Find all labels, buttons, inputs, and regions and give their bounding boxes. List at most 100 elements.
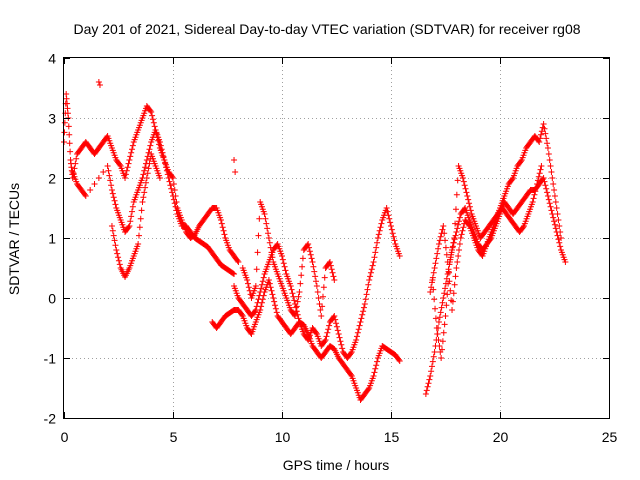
data-points	[61, 79, 569, 403]
data-point	[272, 305, 279, 312]
x-tick-label: 5	[170, 429, 178, 445]
data-point	[338, 341, 345, 348]
data-point	[292, 308, 299, 315]
chart-title: Day 201 of 2021, Sidereal Day-to-day VTE…	[73, 21, 580, 37]
data-point	[562, 259, 569, 265]
data-point	[373, 244, 380, 251]
data-point	[238, 311, 245, 318]
data-point	[358, 315, 365, 322]
data-point	[111, 237, 118, 244]
data-point	[273, 309, 280, 316]
data-point	[386, 215, 393, 222]
data-point	[456, 241, 463, 247]
data-point	[347, 371, 354, 378]
data-point	[396, 358, 403, 364]
data-point	[143, 157, 150, 163]
data-point	[551, 221, 558, 228]
data-point	[235, 259, 242, 265]
data-point	[540, 175, 547, 181]
data-point	[258, 281, 265, 288]
data-point	[332, 316, 339, 323]
data-point	[72, 160, 79, 167]
data-point	[554, 211, 561, 217]
data-point	[395, 356, 402, 363]
data-point	[173, 207, 180, 214]
data-point	[445, 269, 452, 276]
data-point	[547, 163, 554, 169]
data-point	[317, 307, 324, 313]
data-point	[318, 313, 325, 319]
data-point-isolated	[231, 157, 238, 163]
data-point	[557, 229, 564, 235]
data-point	[454, 177, 461, 184]
data-point	[387, 219, 394, 226]
data-point	[396, 253, 403, 259]
data-point	[125, 160, 132, 167]
data-point	[449, 244, 456, 251]
y-tick-label: 3	[48, 111, 56, 127]
data-point	[356, 322, 363, 329]
data-point	[545, 151, 552, 157]
data-point	[465, 221, 472, 228]
data-point	[375, 231, 382, 238]
y-tick-label: 1	[48, 231, 56, 247]
data-point	[447, 287, 454, 294]
data-point	[437, 233, 444, 240]
data-point	[446, 259, 453, 265]
data-point	[128, 149, 135, 156]
data-point	[372, 249, 379, 256]
data-point	[267, 244, 274, 251]
data-point	[331, 277, 338, 283]
data-point	[536, 139, 543, 145]
data-point	[454, 259, 461, 265]
data-point	[135, 241, 142, 247]
data-point	[110, 194, 117, 201]
data-point	[537, 131, 544, 138]
data-point	[309, 259, 316, 265]
data-point	[325, 326, 332, 333]
data-point	[136, 224, 143, 231]
data-point	[545, 196, 552, 203]
data-point	[257, 289, 264, 295]
data-point	[255, 296, 262, 303]
data-point	[323, 333, 330, 340]
data-point	[436, 343, 443, 349]
data-point	[314, 289, 321, 295]
data-point	[374, 239, 381, 246]
data-point	[138, 207, 145, 214]
data-point	[112, 201, 119, 208]
data-point	[529, 199, 536, 205]
data-point	[442, 285, 449, 292]
data-point	[517, 158, 524, 165]
data-point	[291, 311, 298, 318]
data-point	[544, 140, 551, 147]
data-point	[146, 160, 153, 167]
data-point	[543, 135, 550, 142]
data-point	[234, 257, 241, 264]
x-tick-label: 15	[384, 429, 400, 445]
data-point	[455, 221, 462, 228]
data-point	[220, 227, 227, 234]
data-point	[245, 284, 252, 291]
data-point	[439, 226, 446, 233]
data-point	[264, 225, 271, 232]
data-point	[87, 187, 94, 193]
data-point	[81, 191, 88, 198]
data-point	[327, 262, 334, 269]
data-point	[556, 239, 563, 246]
data-point	[255, 232, 262, 239]
data-point	[434, 331, 441, 337]
x-tick-label: 10	[275, 429, 291, 445]
data-point	[307, 251, 314, 258]
data-point	[330, 273, 337, 280]
data-point	[145, 149, 152, 156]
data-point	[105, 167, 112, 174]
data-point	[271, 298, 278, 305]
data-point	[66, 140, 73, 147]
data-point	[368, 266, 375, 273]
data-point	[129, 142, 136, 149]
data-point	[252, 307, 259, 313]
data-point	[158, 146, 165, 153]
data-point	[359, 311, 366, 318]
